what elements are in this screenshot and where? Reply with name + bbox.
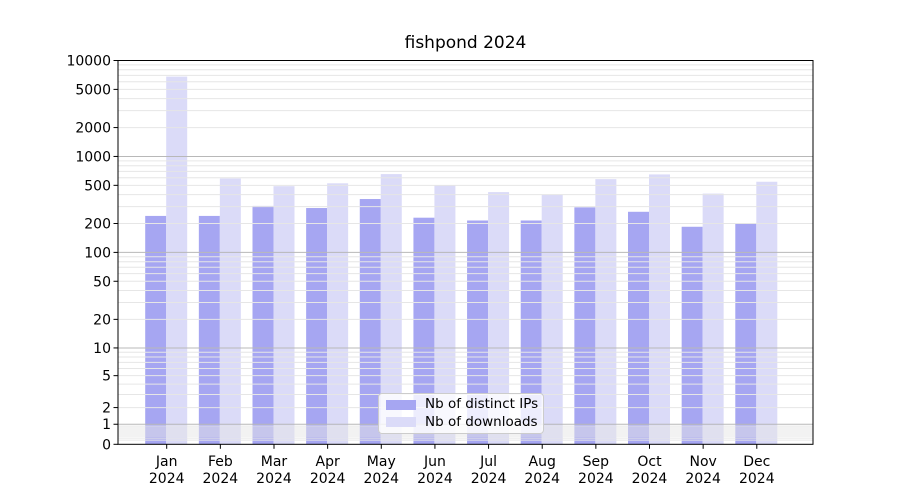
y-tick-label: 200 — [84, 217, 111, 233]
bar-downloads-mar — [273, 186, 295, 445]
x-tick-label-month: Mar — [261, 454, 288, 470]
bar-distinct-ips-may — [359, 199, 381, 445]
x-tick-label-month: Feb — [208, 454, 233, 470]
x-tick-label-year: 2024 — [524, 471, 560, 487]
y-tick-label: 10000 — [66, 54, 111, 70]
bar-downloads-jul — [488, 192, 510, 445]
x-tick-label-month: Oct — [637, 454, 662, 470]
x-tick-label-year: 2024 — [310, 471, 346, 487]
y-tick-label: 5000 — [75, 82, 111, 98]
bar-distinct-ips-jun — [413, 217, 435, 445]
bar-distinct-ips-apr — [306, 208, 328, 445]
legend-item-distinct-ips: Nb of distinct IPs — [386, 396, 543, 412]
x-tick-label-year: 2024 — [578, 471, 614, 487]
bar-distinct-ips-mar — [252, 205, 274, 445]
bar-distinct-ips-dec — [735, 223, 757, 445]
bar-downloads-jun — [434, 185, 456, 445]
y-tick-label: 5 — [102, 369, 111, 385]
y-tick-label: 10 — [93, 341, 111, 357]
bar-downloads-jan — [166, 76, 188, 445]
x-tick-label-month: May — [367, 454, 396, 470]
y-tick-label: 1 — [102, 417, 111, 433]
bar-distinct-ips-oct — [628, 211, 650, 445]
bar-distinct-ips-nov — [681, 226, 703, 445]
x-tick-label-year: 2024 — [363, 471, 399, 487]
legend-item-downloads: Nb of downloads — [386, 413, 543, 430]
x-tick-label-year: 2024 — [632, 471, 668, 487]
x-tick-label-year: 2024 — [203, 471, 239, 487]
legend-swatch-downloads — [386, 417, 416, 428]
x-tick-label-month: Jun — [423, 454, 446, 470]
x-tick-label-year: 2024 — [471, 471, 507, 487]
bar-distinct-ips-jan — [145, 215, 167, 445]
y-tick-label: 2 — [102, 401, 111, 417]
y-tick-label: 500 — [84, 178, 111, 194]
bar-distinct-ips-aug — [520, 220, 542, 445]
chart-title: fishpond 2024 — [404, 33, 527, 53]
y-tick-label: 0 — [102, 437, 111, 453]
bar-downloads-oct — [649, 174, 671, 445]
bar-distinct-ips-sep — [574, 207, 596, 445]
y-tick-label: 100 — [84, 245, 111, 261]
x-tick-label-month: Apr — [316, 454, 340, 470]
x-tick-label-month: Jul — [479, 454, 497, 470]
bar-distinct-ips-jul — [467, 220, 489, 445]
x-tick-label-month: Sep — [583, 454, 610, 470]
legend-label-downloads: Nb of downloads — [425, 413, 538, 430]
y-tick-label: 2000 — [75, 121, 111, 137]
bar-downloads-sep — [595, 179, 617, 445]
x-tick-label-month: Jan — [155, 454, 178, 470]
x-tick-label-year: 2024 — [685, 471, 721, 487]
y-tick-label: 1000 — [75, 149, 111, 165]
bar-downloads-feb — [219, 178, 241, 445]
bar-downloads-may — [380, 174, 402, 445]
x-tick-label-year: 2024 — [149, 471, 185, 487]
bar-downloads-dec — [756, 181, 778, 445]
legend: Nb of distinct IPs Nb of downloads — [378, 393, 544, 434]
y-tick-label: 50 — [93, 274, 111, 290]
x-tick-label-year: 2024 — [739, 471, 775, 487]
bar-distinct-ips-feb — [198, 215, 220, 445]
x-tick-label-month: Dec — [743, 454, 770, 470]
x-tick-label-month: Aug — [529, 454, 556, 470]
x-tick-label-year: 2024 — [417, 471, 453, 487]
legend-swatch-distinct-ips — [386, 399, 416, 410]
x-tick-label-month: Nov — [689, 454, 716, 470]
bar-downloads-apr — [327, 183, 349, 445]
x-tick-label-year: 2024 — [256, 471, 292, 487]
y-tick-label: 20 — [93, 312, 111, 328]
legend-label-distinct-ips: Nb of distinct IPs — [425, 396, 539, 412]
